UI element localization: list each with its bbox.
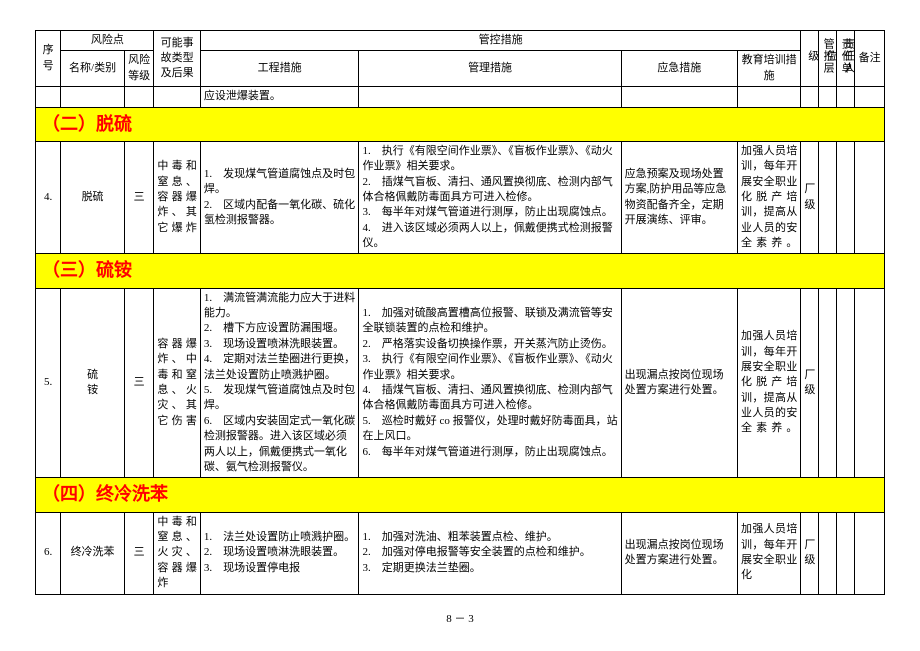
cell-ctrl-level: 厂级 [801,141,819,254]
cell-management: 1. 加强对硫酸高置槽高位报警、联锁及满流管等安全联锁装置的点检和维护。2. 严… [359,288,621,478]
section-header: （四）终冷洗苯 [36,478,885,512]
cell-remark [855,141,885,254]
col-riskpoint: 风险点 [61,31,154,51]
cell-accident: 中毒和窒息、容器爆炸、其它爆炸 [154,141,201,254]
cell-resp-person [837,288,855,478]
cell-emergency: 出现漏点按岗位现场处置方案进行处置。 [621,512,737,594]
section-header: （三）硫铵 [36,254,885,288]
cell-management: 1. 执行《有限空间作业票》、《盲板作业票》、《动火作业票》相关要求。2. 插煤… [359,141,621,254]
col-remark: 备注 [855,31,885,87]
cell-engineering: 1. 发现煤气管道腐蚀点及时包焊。2. 区域内配备一氧化碳、硫化氢检测报警器。 [200,141,359,254]
cell-accident: 容器爆炸、中毒和窒息、火灾、其它伤害 [154,288,201,478]
cell-resp-unit [819,512,837,594]
table-row: 4.脱硫三中毒和窒息、容器爆炸、其它爆炸1. 发现煤气管道腐蚀点及时包焊。2. … [36,141,885,254]
table-row: 5.硫铵三容器爆炸、中毒和窒息、火灾、其它伤害1. 满流管满流能力应大于进料能力… [36,288,885,478]
risk-table: 序号 风险点 可能事故类型及后果 管控措施 管控层级 责任单位 责任人 备注 名… [35,30,885,595]
page-number: 8 － 3 [35,610,885,626]
cell-resp-unit [819,288,837,478]
col-name-type: 名称/类别 [61,51,124,87]
cell-seq: 6. [36,512,61,594]
carry-engineering: 应设泄爆装置。 [200,87,359,107]
cell-engineering: 1. 法兰处设置防止喷溅护圈。2. 现场设置喷淋洗眼装置。3. 现场设置停电报 [200,512,359,594]
cell-management: 1. 加强对洗油、粗苯装置点检、维护。2. 加强对停电报警等安全装置的点检和维护… [359,512,621,594]
cell-emergency: 应急预案及现场处置方案,防护用品等应急物资配备齐全，定期开展演练、评审。 [621,141,737,254]
col-management: 管理措施 [359,51,621,87]
col-resp-person: 责任人 [837,31,855,87]
section-title: （二）脱硫 [36,107,885,141]
table-body: 应设泄爆装置。 （二）脱硫4.脱硫三中毒和窒息、容器爆炸、其它爆炸1. 发现煤气… [36,87,885,594]
cell-ctrl-level: 厂级 [801,512,819,594]
cell-seq: 5. [36,288,61,478]
cell-remark [855,288,885,478]
col-seq: 序号 [36,31,61,87]
cell-seq: 4. [36,141,61,254]
section-header: （二）脱硫 [36,107,885,141]
col-ctrl-level: 管控层级 [801,31,819,87]
section-title: （三）硫铵 [36,254,885,288]
cell-accident: 中毒和窒息、火灾、容器爆炸 [154,512,201,594]
col-risk-level: 风险等级 [124,51,154,87]
cell-name: 硫铵 [61,288,124,478]
cell-engineering: 1. 满流管满流能力应大于进料能力。2. 槽下方应设置防漏围堰。3. 现场设置喷… [200,288,359,478]
col-resp-unit: 责任单位 [819,31,837,87]
cell-level: 三 [124,288,154,478]
table-header: 序号 风险点 可能事故类型及后果 管控措施 管控层级 责任单位 责任人 备注 名… [36,31,885,87]
col-accident: 可能事故类型及后果 [154,31,201,87]
cell-resp-person [837,141,855,254]
cell-education: 加强人员培训，每年开展安全职业化 [737,512,800,594]
cell-ctrl-level: 厂级 [801,288,819,478]
cell-resp-unit [819,141,837,254]
col-emergency: 应急措施 [621,51,737,87]
cell-resp-person [837,512,855,594]
cell-name: 脱硫 [61,141,124,254]
cell-emergency: 出现漏点按岗位现场处置方案进行处置。 [621,288,737,478]
col-ctrl-measures: 管控措施 [200,31,801,51]
cell-education: 加强人员培训，每年开展安全职业化脱产培训，提高从业人员的安全素养。 [737,288,800,478]
cell-name: 终冷洗苯 [61,512,124,594]
cell-remark [855,512,885,594]
col-engineering: 工程措施 [200,51,359,87]
col-education: 教育培训措施 [737,51,800,87]
section-title: （四）终冷洗苯 [36,478,885,512]
cell-education: 加强人员培训，每年开展安全职业化脱产培训，提高从业人员的安全素养。 [737,141,800,254]
carryover-row: 应设泄爆装置。 [36,87,885,107]
cell-level: 三 [124,512,154,594]
cell-level: 三 [124,141,154,254]
table-row: 6.终冷洗苯三中毒和窒息、火灾、容器爆炸1. 法兰处设置防止喷溅护圈。2. 现场… [36,512,885,594]
